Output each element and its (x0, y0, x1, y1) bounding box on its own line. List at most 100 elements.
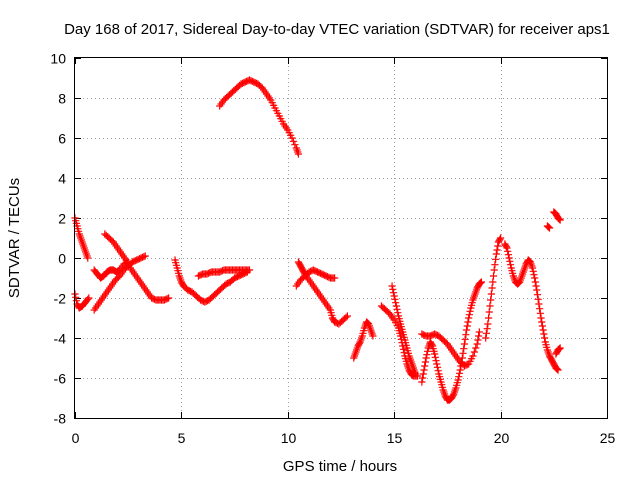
chart-title: Day 168 of 2017, Sidereal Day-to-day VTE… (64, 21, 610, 38)
data-point (245, 266, 254, 274)
y-tick-label: 6 (58, 131, 66, 147)
x-tick-label: 25 (600, 430, 616, 446)
data-point (430, 347, 438, 355)
data-point (456, 366, 464, 374)
data-point (536, 305, 544, 313)
data-point (327, 309, 335, 317)
data-point (435, 373, 444, 381)
data-point (459, 349, 467, 357)
data-point (544, 223, 552, 231)
data-point (196, 271, 204, 279)
data-point (84, 254, 92, 262)
data-point (556, 344, 564, 352)
data-point (438, 381, 446, 389)
data-point (72, 293, 80, 301)
data-point (403, 344, 411, 352)
data-point (484, 320, 492, 328)
data-point (502, 243, 510, 251)
y-tick-label: 4 (58, 171, 66, 187)
data-point (453, 379, 461, 387)
data-point (389, 285, 397, 293)
data-point (472, 344, 480, 352)
data-point (174, 269, 183, 277)
data-point (418, 378, 426, 386)
data-point (393, 305, 401, 313)
data-point (395, 327, 403, 335)
data-point (421, 362, 429, 370)
data-point (435, 370, 443, 378)
data-point (358, 332, 366, 340)
data-point (360, 327, 368, 335)
y-tick-label: -8 (54, 411, 67, 427)
data-point (475, 332, 483, 340)
data-point (493, 246, 501, 254)
data-point (482, 334, 490, 342)
data-point (390, 292, 398, 300)
data-point (487, 296, 495, 304)
x-tick-label: 15 (387, 430, 403, 446)
data-point (397, 323, 405, 331)
data-point (399, 345, 408, 353)
data-point (84, 295, 92, 303)
data-point (469, 352, 477, 360)
data-point (74, 227, 83, 235)
data-point (331, 274, 339, 282)
data-point (172, 259, 180, 267)
data-point (535, 300, 543, 308)
data-point (543, 343, 551, 351)
data-point (420, 366, 428, 374)
data-point (394, 312, 403, 320)
data-point (505, 254, 513, 262)
data-point (468, 299, 476, 307)
data-point (462, 331, 470, 339)
data-point (490, 266, 498, 274)
x-tick-labels: 0 5 10 15 20 25 (72, 430, 616, 446)
data-point (506, 261, 515, 269)
data-point (392, 299, 400, 307)
data-point (206, 269, 214, 277)
data-point (432, 357, 440, 365)
data-point (431, 353, 439, 361)
data-point (343, 312, 351, 320)
data-point (494, 242, 502, 250)
data-point (508, 267, 516, 275)
data-point (404, 349, 412, 357)
x-tick-label: 0 (72, 430, 80, 446)
data-point (461, 335, 469, 343)
data-point (504, 251, 513, 259)
data-point (489, 272, 498, 280)
data-point (173, 264, 181, 272)
data-point (488, 284, 496, 292)
data-point (433, 360, 441, 368)
data-point (462, 326, 471, 334)
data-point (482, 329, 491, 337)
data-point (404, 347, 412, 355)
data-point (422, 354, 430, 362)
data-point (453, 381, 461, 389)
data-point (534, 295, 542, 303)
data-point (475, 328, 483, 336)
data-point (540, 334, 549, 342)
data-point (554, 366, 562, 374)
data-point (428, 342, 437, 350)
data-point (433, 363, 442, 371)
data-point (474, 336, 482, 344)
y-tick-label: 10 (50, 51, 66, 67)
data-point (434, 367, 442, 375)
data-point (431, 350, 439, 358)
data-point (537, 314, 545, 322)
y-tick-label: 2 (58, 211, 66, 227)
data-point (452, 384, 460, 392)
data-point (401, 355, 410, 363)
data-point (503, 244, 511, 252)
data-point (402, 357, 410, 365)
data-point (141, 252, 149, 260)
data-point (401, 336, 409, 344)
data-point (396, 332, 405, 340)
data-point (396, 317, 404, 325)
data-point (391, 295, 399, 303)
data-point (455, 373, 463, 381)
data-point (401, 339, 410, 347)
data-point (464, 318, 472, 326)
data-point (399, 331, 408, 339)
